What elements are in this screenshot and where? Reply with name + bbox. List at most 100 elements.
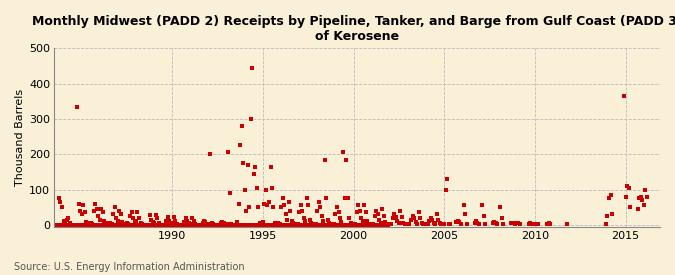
Point — [268, 223, 279, 227]
Point — [152, 223, 163, 227]
Point — [246, 117, 256, 121]
Point — [317, 214, 327, 218]
Point — [338, 150, 348, 155]
Point — [506, 221, 516, 226]
Point — [342, 196, 353, 200]
Point — [134, 216, 144, 220]
Point — [186, 216, 197, 221]
Point — [397, 215, 408, 219]
Point — [78, 223, 88, 227]
Point — [295, 203, 306, 208]
Point — [165, 221, 176, 225]
Point — [200, 223, 211, 227]
Point — [363, 222, 374, 226]
Point — [254, 223, 265, 227]
Point — [347, 222, 358, 226]
Point — [208, 222, 219, 226]
Point — [324, 223, 335, 227]
Point — [300, 223, 310, 227]
Point — [99, 219, 110, 224]
Point — [406, 217, 416, 222]
Point — [136, 222, 147, 226]
Point — [114, 208, 125, 213]
Title: Monthly Midwest (PADD 2) Receipts by Pipeline, Tanker, and Barge from Gulf Coast: Monthly Midwest (PADD 2) Receipts by Pip… — [32, 15, 675, 43]
Point — [274, 222, 285, 226]
Point — [148, 221, 159, 225]
Point — [95, 217, 105, 222]
Point — [88, 223, 99, 227]
Point — [307, 223, 318, 227]
Point — [132, 210, 143, 215]
Point — [211, 223, 221, 227]
Point — [262, 203, 273, 208]
Point — [109, 223, 120, 227]
Point — [268, 205, 279, 209]
Point — [377, 223, 387, 227]
Point — [363, 223, 374, 227]
Point — [310, 222, 321, 226]
Point — [369, 223, 380, 227]
Point — [93, 223, 104, 227]
Point — [323, 217, 333, 222]
Point — [120, 222, 131, 226]
Point — [433, 217, 443, 222]
Point — [185, 222, 196, 226]
Point — [125, 223, 136, 227]
Point — [368, 222, 379, 227]
Point — [641, 194, 652, 199]
Point — [151, 223, 161, 227]
Point — [200, 220, 211, 225]
Point — [329, 223, 340, 227]
Point — [241, 223, 252, 227]
Point — [58, 219, 69, 224]
Point — [524, 222, 535, 226]
Point — [373, 223, 383, 227]
Point — [105, 221, 115, 225]
Point — [90, 223, 101, 227]
Point — [487, 221, 498, 225]
Point — [47, 223, 58, 227]
Point — [163, 223, 173, 227]
Point — [350, 222, 360, 226]
Point — [421, 222, 431, 227]
Point — [223, 150, 234, 155]
Point — [64, 221, 75, 225]
Point — [90, 202, 101, 206]
Point — [353, 223, 364, 227]
Point — [259, 223, 270, 227]
Point — [640, 187, 651, 192]
Point — [460, 212, 471, 216]
Point — [347, 223, 358, 227]
Point — [97, 223, 108, 227]
Point — [138, 223, 149, 227]
Point — [375, 221, 386, 225]
Point — [454, 220, 464, 224]
Point — [45, 223, 55, 227]
Point — [46, 223, 57, 227]
Point — [142, 223, 153, 227]
Point — [171, 223, 182, 227]
Point — [351, 223, 362, 227]
Point — [265, 223, 276, 227]
Point — [247, 65, 258, 70]
Point — [359, 223, 370, 227]
Point — [267, 186, 277, 190]
Point — [263, 200, 274, 204]
Point — [452, 218, 463, 223]
Point — [371, 223, 381, 227]
Point — [226, 223, 237, 227]
Point — [323, 223, 333, 227]
Point — [280, 212, 291, 216]
Point — [161, 223, 171, 227]
Point — [178, 223, 188, 227]
Point — [317, 223, 327, 227]
Point — [514, 222, 525, 226]
Point — [342, 223, 353, 227]
Point — [73, 223, 84, 227]
Point — [229, 223, 240, 227]
Point — [209, 223, 220, 227]
Point — [348, 222, 359, 226]
Point — [492, 222, 503, 226]
Point — [269, 223, 280, 227]
Point — [632, 207, 643, 211]
